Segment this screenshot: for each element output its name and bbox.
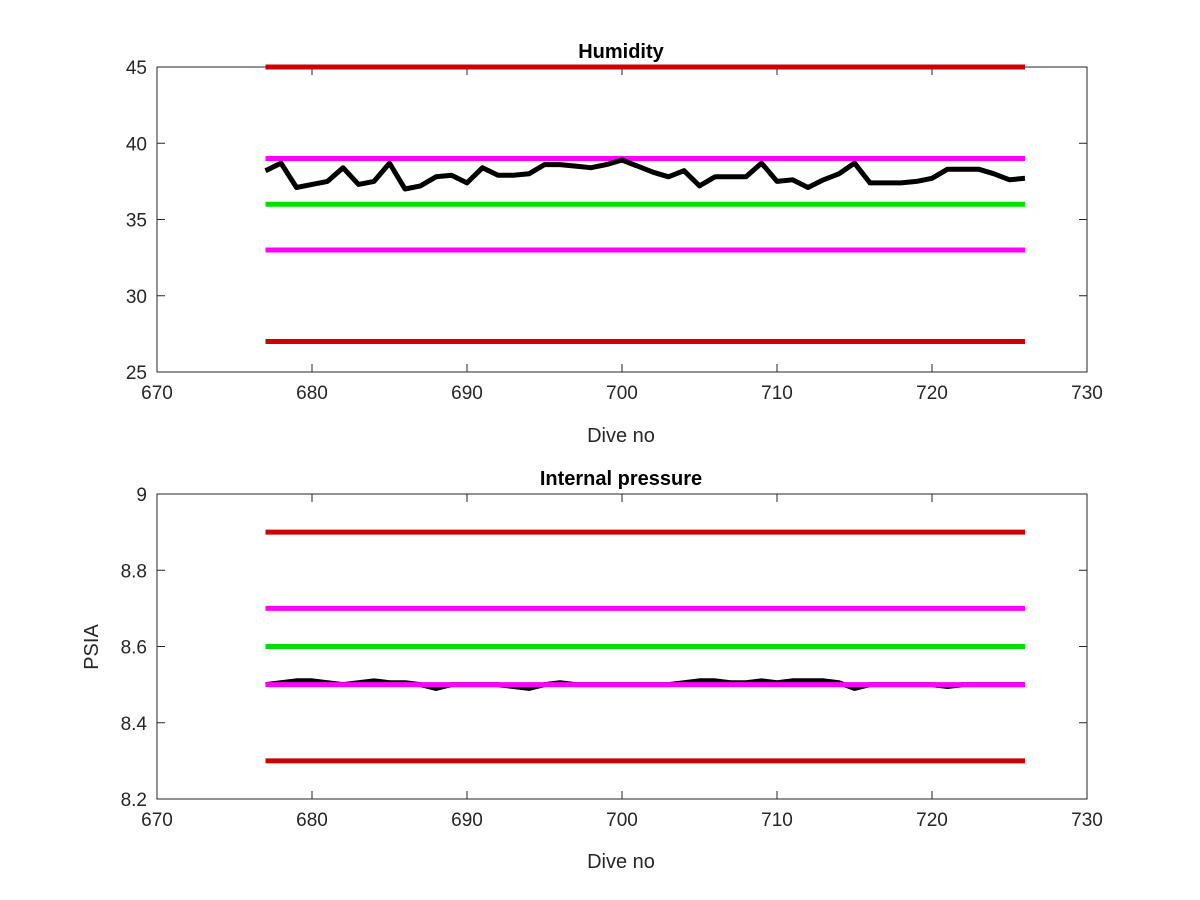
humidity-x-tick-label: 720 — [916, 383, 948, 404]
internal-pressure-y-ticks: 8.2 8.4 8.6 8.8 9 — [121, 485, 1087, 811]
internal-pressure-ylabel: PSIA — [81, 624, 103, 670]
internal-pressure-xlabel: Dive no — [587, 851, 655, 873]
internal-pressure-x-tick-label: 720 — [916, 810, 948, 831]
internal-pressure-x-tick-label: 690 — [451, 810, 483, 831]
internal-pressure-title: Internal pressure — [540, 468, 702, 490]
humidity-x-ticks: 670 680 690 700 710 720 730 — [141, 67, 1103, 404]
humidity-x-tick-label: 680 — [296, 383, 328, 404]
internal-pressure-x-tick-label: 730 — [1071, 810, 1103, 831]
humidity-x-tick-label: 690 — [451, 383, 483, 404]
humidity-plot-area — [156, 66, 1088, 373]
internal-pressure-chart: 670 680 690 700 710 720 730 8.2 8.4 8.6 8.8 9 Inte… — [81, 468, 1103, 873]
internal-pressure-x-tick-label: 670 — [141, 810, 173, 831]
internal-pressure-y-tick-label: 8.4 — [121, 714, 148, 735]
humidity-y-tick-label: 25 — [126, 363, 147, 384]
humidity-measurement-line — [264, 157, 1026, 192]
internal-pressure-y-tick-label: 9 — [136, 485, 147, 506]
humidity-x-tick-label: 730 — [1071, 383, 1103, 404]
internal-pressure-y-tick-label: 8.6 — [121, 638, 147, 659]
internal-pressure-y-tick-label: 8.8 — [121, 561, 147, 582]
humidity-chart: 670 680 690 700 710 720 730 25 30 35 40 45 Humidit… — [126, 41, 1103, 447]
humidity-y-tick-label: 40 — [126, 134, 147, 155]
internal-pressure-y-tick-label: 8.2 — [121, 790, 147, 811]
internal-pressure-x-tick-label: 700 — [606, 810, 638, 831]
internal-pressure-x-tick-label: 710 — [761, 810, 793, 831]
humidity-x-tick-label: 710 — [761, 383, 793, 404]
internal-pressure-series — [265, 529, 1025, 764]
humidity-y-tick-label: 30 — [126, 287, 147, 308]
internal-pressure-x-ticks: 670 680 690 700 710 720 730 — [141, 494, 1103, 831]
humidity-y-tick-label: 35 — [126, 211, 147, 232]
humidity-x-tick-label: 670 — [141, 383, 173, 404]
humidity-y-tick-label: 45 — [126, 58, 147, 79]
internal-pressure-x-tick-label: 680 — [296, 810, 328, 831]
humidity-series — [264, 64, 1026, 344]
humidity-xlabel: Dive no — [587, 425, 655, 447]
humidity-title: Humidity — [578, 41, 664, 63]
humidity-y-ticks: 25 30 35 40 45 — [126, 58, 1087, 384]
humidity-x-tick-label: 700 — [606, 383, 638, 404]
